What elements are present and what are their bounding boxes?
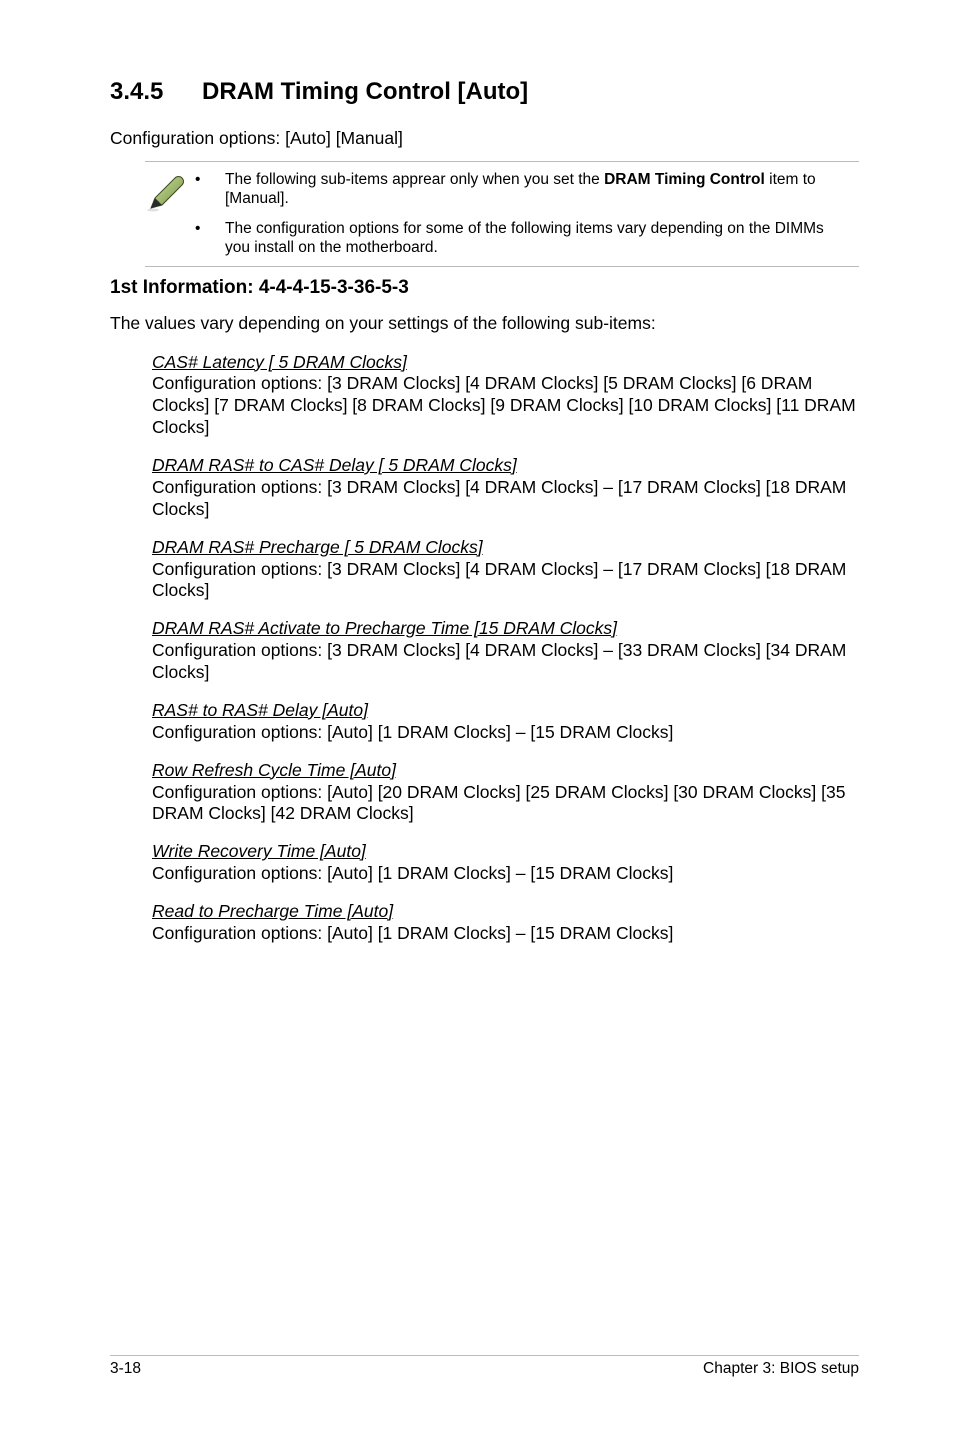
entry-title: CAS# Latency [ 5 DRAM Clocks]: [152, 352, 407, 372]
entry-title: DRAM RAS# Precharge [ 5 DRAM Clocks]: [152, 537, 483, 557]
entry: RAS# to RAS# Delay [Auto] Configuration …: [152, 700, 859, 744]
section-title: DRAM Timing Control [Auto]: [202, 78, 528, 105]
entry-body: Configuration options: [3 DRAM Clocks] […: [152, 477, 846, 519]
bullet-icon: •: [195, 170, 225, 209]
entry-body: Configuration options: [Auto] [1 DRAM Cl…: [152, 923, 673, 943]
entry-title: DRAM RAS# Activate to Precharge Time [15…: [152, 618, 617, 638]
entries-list: CAS# Latency [ 5 DRAM Clocks] Configurat…: [110, 352, 859, 945]
entry-title: Read to Precharge Time [Auto]: [152, 901, 393, 921]
entry: DRAM RAS# Activate to Precharge Time [15…: [152, 618, 859, 684]
note-text: The configuration options for some of th…: [225, 219, 849, 258]
bullet-icon: •: [195, 219, 225, 258]
entry: Write Recovery Time [Auto] Configuration…: [152, 841, 859, 885]
entry-body: Configuration options: [Auto] [20 DRAM C…: [152, 782, 845, 824]
note-text: The following sub-items apprear only whe…: [225, 170, 849, 209]
subsection-intro: The values vary depending on your settin…: [110, 313, 859, 334]
entry-title: Write Recovery Time [Auto]: [152, 841, 366, 861]
page-footer: 3-18 Chapter 3: BIOS setup: [110, 1355, 859, 1378]
section-number: 3.4.5: [110, 78, 202, 106]
entry: Row Refresh Cycle Time [Auto] Configurat…: [152, 760, 859, 826]
entry-body: Configuration options: [Auto] [1 DRAM Cl…: [152, 863, 673, 883]
note-block: • The following sub-items apprear only w…: [145, 161, 859, 267]
section-heading: 3.4.5DRAM Timing Control [Auto]: [110, 78, 859, 106]
footer-left: 3-18: [110, 1360, 141, 1378]
subsection-heading: 1st Information: 4-4-4-15-3-36-5-3: [110, 277, 859, 299]
note-item: • The following sub-items apprear only w…: [195, 170, 849, 209]
pencil-icon: [145, 170, 195, 258]
intro-text: Configuration options: [Auto] [Manual]: [110, 128, 859, 149]
entry: Read to Precharge Time [Auto] Configurat…: [152, 901, 859, 945]
entry-body: Configuration options: [3 DRAM Clocks] […: [152, 559, 846, 601]
note-items: • The following sub-items apprear only w…: [195, 170, 859, 258]
entry: DRAM RAS# to CAS# Delay [ 5 DRAM Clocks]…: [152, 455, 859, 521]
entry-title: DRAM RAS# to CAS# Delay [ 5 DRAM Clocks]: [152, 455, 517, 475]
footer-right: Chapter 3: BIOS setup: [703, 1360, 859, 1378]
entry: DRAM RAS# Precharge [ 5 DRAM Clocks] Con…: [152, 537, 859, 603]
entry-title: RAS# to RAS# Delay [Auto]: [152, 700, 368, 720]
entry-body: Configuration options: [3 DRAM Clocks] […: [152, 373, 856, 437]
entry-body: Configuration options: [3 DRAM Clocks] […: [152, 640, 846, 682]
note-item: • The configuration options for some of …: [195, 219, 849, 258]
entry-title: Row Refresh Cycle Time [Auto]: [152, 760, 396, 780]
entry: CAS# Latency [ 5 DRAM Clocks] Configurat…: [152, 352, 859, 440]
entry-body: Configuration options: [Auto] [1 DRAM Cl…: [152, 722, 673, 742]
